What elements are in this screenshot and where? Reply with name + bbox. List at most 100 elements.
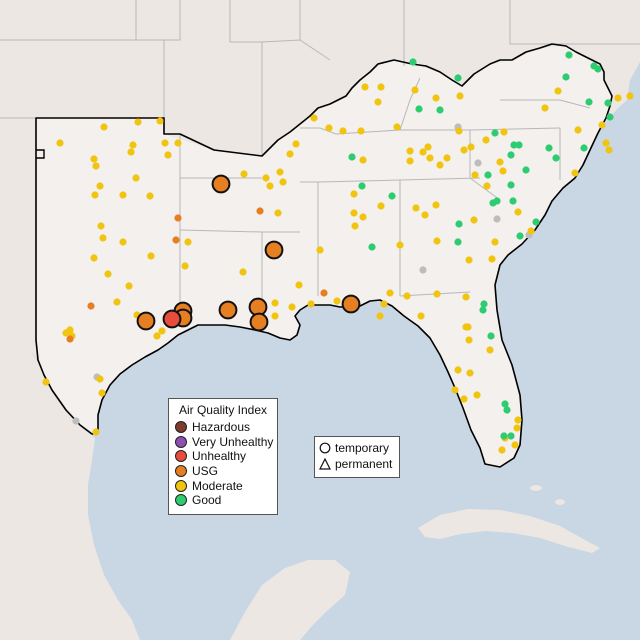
monitor-site-moderate[interactable]: [482, 136, 490, 144]
monitor-site-moderate[interactable]: [376, 312, 384, 320]
monitor-site-moderate[interactable]: [97, 222, 105, 230]
monitor-site-moderate[interactable]: [104, 270, 112, 278]
monitor-site-moderate[interactable]: [184, 238, 192, 246]
monitor-site-moderate[interactable]: [316, 246, 324, 254]
monitor-site-moderate[interactable]: [432, 94, 440, 102]
monitor-site-moderate[interactable]: [514, 416, 522, 424]
monitor-site-moderate[interactable]: [541, 104, 549, 112]
monitor-site-moderate[interactable]: [333, 297, 341, 305]
monitor-site-moderate[interactable]: [295, 281, 303, 289]
monitor-site-moderate[interactable]: [129, 141, 137, 149]
monitor-site-moderate[interactable]: [99, 234, 107, 242]
monitor-site-moderate[interactable]: [161, 139, 169, 147]
monitor-site-moderate[interactable]: [455, 127, 463, 135]
monitor-site-moderate[interactable]: [491, 238, 499, 246]
monitor-site-moderate[interactable]: [554, 87, 562, 95]
monitor-site-moderate[interactable]: [91, 191, 99, 199]
monitor-site-moderate[interactable]: [266, 182, 274, 190]
monitor-site-moderate[interactable]: [436, 161, 444, 169]
monitor-site-good[interactable]: [516, 232, 524, 240]
monitor-site-moderate[interactable]: [465, 336, 473, 344]
monitor-site-no-data[interactable]: [474, 159, 482, 167]
monitor-site-moderate[interactable]: [467, 143, 475, 151]
monitor-site-moderate[interactable]: [393, 123, 401, 131]
monitor-site-moderate[interactable]: [433, 237, 441, 245]
monitor-site-moderate[interactable]: [62, 329, 70, 337]
monitor-site-moderate[interactable]: [286, 150, 294, 158]
monitor-site-moderate[interactable]: [486, 346, 494, 354]
monitor-site-moderate[interactable]: [127, 148, 135, 156]
monitor-site-no-data[interactable]: [493, 215, 501, 223]
monitor-site-usg[interactable]: [172, 236, 180, 244]
monitor-site-moderate[interactable]: [279, 178, 287, 186]
monitor-site-moderate[interactable]: [602, 139, 610, 147]
monitor-site-moderate[interactable]: [181, 262, 189, 270]
monitor-site-moderate[interactable]: [462, 323, 470, 331]
monitor-site-good[interactable]: [484, 171, 492, 179]
monitor-site-good[interactable]: [594, 65, 602, 73]
monitor-site-good[interactable]: [388, 192, 396, 200]
monitor-site-good[interactable]: [409, 58, 417, 66]
monitor-site-moderate[interactable]: [500, 128, 508, 136]
monitor-site-moderate[interactable]: [432, 201, 440, 209]
monitor-site-usg[interactable]: [66, 335, 74, 343]
monitor-site-moderate[interactable]: [92, 162, 100, 170]
monitor-site-good[interactable]: [580, 144, 588, 152]
monitor-site-moderate[interactable]: [426, 154, 434, 162]
monitor-site-good[interactable]: [489, 199, 497, 207]
monitor-site-moderate[interactable]: [424, 143, 432, 151]
monitor-site-moderate[interactable]: [125, 282, 133, 290]
monitor-site-moderate[interactable]: [310, 114, 318, 122]
monitor-site-moderate[interactable]: [527, 227, 535, 235]
monitor-site-moderate[interactable]: [451, 386, 459, 394]
monitor-site-moderate[interactable]: [421, 211, 429, 219]
monitor-site-good[interactable]: [455, 220, 463, 228]
monitor-site-moderate[interactable]: [90, 254, 98, 262]
monitor-site-good[interactable]: [487, 332, 495, 340]
temporary-site-usg[interactable]: [211, 174, 231, 194]
temporary-site-unhealthy[interactable]: [162, 309, 182, 329]
monitor-site-moderate[interactable]: [470, 216, 478, 224]
monitor-site-moderate[interactable]: [119, 238, 127, 246]
temporary-site-usg[interactable]: [218, 300, 238, 320]
monitor-site-moderate[interactable]: [276, 168, 284, 176]
monitor-site-moderate[interactable]: [90, 155, 98, 163]
monitor-site-moderate[interactable]: [483, 182, 491, 190]
monitor-site-good[interactable]: [585, 98, 593, 106]
monitor-site-good[interactable]: [501, 400, 509, 408]
monitor-site-moderate[interactable]: [433, 290, 441, 298]
monitor-site-good[interactable]: [454, 74, 462, 82]
monitor-site-good[interactable]: [479, 306, 487, 314]
monitor-site-moderate[interactable]: [158, 327, 166, 335]
monitor-site-moderate[interactable]: [412, 204, 420, 212]
monitor-site-good[interactable]: [522, 166, 530, 174]
monitor-site-usg[interactable]: [256, 207, 264, 215]
monitor-site-moderate[interactable]: [396, 241, 404, 249]
monitor-site-moderate[interactable]: [403, 292, 411, 300]
monitor-site-moderate[interactable]: [473, 391, 481, 399]
monitor-site-moderate[interactable]: [380, 300, 388, 308]
monitor-site-moderate[interactable]: [377, 83, 385, 91]
monitor-site-good[interactable]: [368, 243, 376, 251]
monitor-site-moderate[interactable]: [239, 268, 247, 276]
monitor-site-good[interactable]: [480, 300, 488, 308]
monitor-site-moderate[interactable]: [571, 169, 579, 177]
monitor-site-moderate[interactable]: [454, 366, 462, 374]
monitor-site-good[interactable]: [565, 51, 573, 59]
temporary-site-usg[interactable]: [136, 311, 156, 331]
monitor-site-moderate[interactable]: [488, 255, 496, 263]
monitor-site-moderate[interactable]: [164, 151, 172, 159]
monitor-site-moderate[interactable]: [100, 123, 108, 131]
monitor-site-good[interactable]: [491, 129, 499, 137]
monitor-site-moderate[interactable]: [351, 222, 359, 230]
monitor-site-moderate[interactable]: [262, 174, 270, 182]
monitor-site-good[interactable]: [604, 99, 612, 107]
monitor-site-moderate[interactable]: [92, 428, 100, 436]
monitor-site-moderate[interactable]: [98, 389, 106, 397]
monitor-site-moderate[interactable]: [462, 293, 470, 301]
temporary-site-usg[interactable]: [249, 312, 269, 332]
monitor-site-moderate[interactable]: [499, 167, 507, 175]
monitor-site-usg[interactable]: [87, 302, 95, 310]
monitor-site-good[interactable]: [415, 105, 423, 113]
